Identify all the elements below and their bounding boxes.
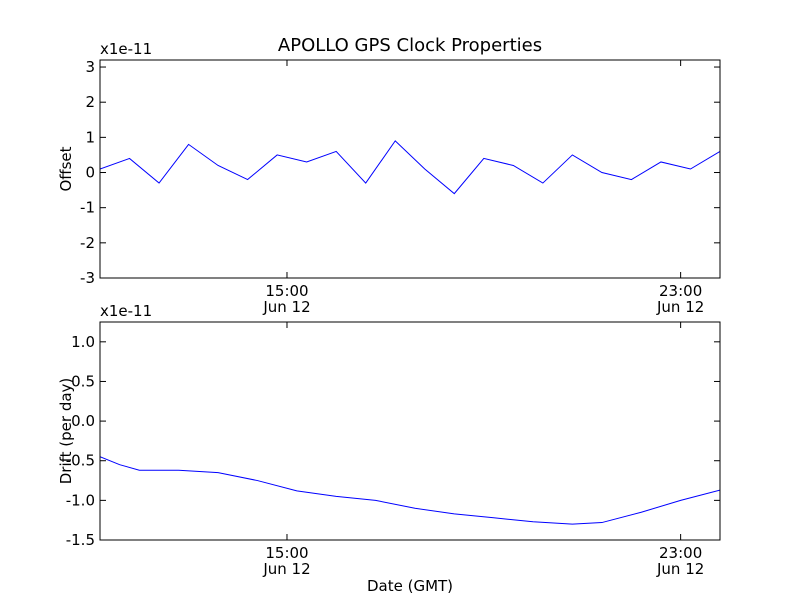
y-tick-label: 2 — [85, 93, 95, 111]
y-tick-label: 1 — [85, 128, 95, 146]
x-tick-date-label: Jun 12 — [262, 560, 310, 578]
y-tick-label: 0.0 — [71, 412, 95, 430]
x-tick-date-label: Jun 12 — [262, 298, 310, 316]
y-tick-label: -2 — [80, 234, 95, 252]
y-scale-label: x1e-11 — [100, 302, 152, 320]
y-tick-label: -1.5 — [66, 531, 95, 549]
y-tick-label: -3 — [80, 269, 95, 287]
x-tick-time-label: 15:00 — [265, 544, 308, 562]
axes-frame — [99, 321, 721, 541]
y-axis-label: Drift (per day) — [57, 378, 75, 485]
y-tick-label: 3 — [85, 58, 95, 76]
x-tick-time-label: 23:00 — [659, 544, 702, 562]
x-tick-date-label: Jun 12 — [656, 298, 704, 316]
series-line-0 — [100, 140, 720, 195]
y-tick-label: -1 — [80, 199, 95, 217]
y-tick-label: -0.5 — [66, 452, 95, 470]
series-line-0 — [100, 456, 720, 525]
y-tick-label: 1.0 — [71, 333, 95, 351]
x-axis-label: Date (GMT) — [367, 577, 453, 595]
y-tick-label: 0.5 — [71, 372, 95, 390]
x-tick-date-label: Jun 12 — [656, 560, 704, 578]
y-axis-label: Offset — [57, 146, 75, 191]
y-tick-label: -1.0 — [66, 491, 95, 509]
x-tick-time-label: 23:00 — [659, 282, 702, 300]
axes-frame — [99, 59, 721, 279]
y-scale-label: x1e-11 — [100, 40, 152, 58]
y-tick-label: 0 — [85, 164, 95, 182]
x-tick-time-label: 15:00 — [265, 282, 308, 300]
figure-title: APOLLO GPS Clock Properties — [278, 35, 542, 56]
